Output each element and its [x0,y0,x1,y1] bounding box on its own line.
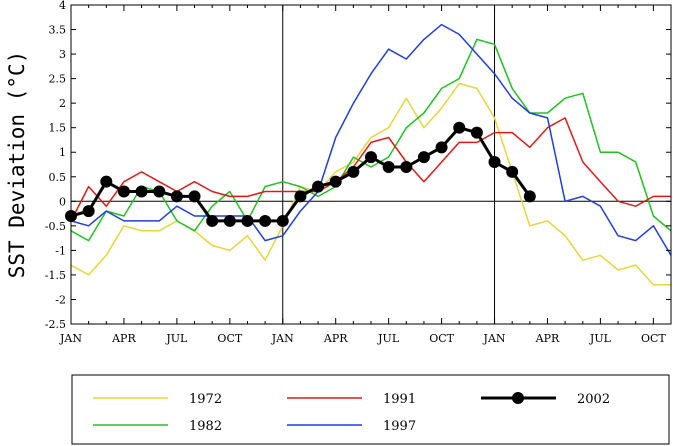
series-2002-point [365,151,377,164]
series-2002-point [329,175,342,188]
series-2002-point [523,190,536,203]
series-2002-point [506,165,519,178]
x-tick-label: APR [535,332,560,345]
series-2002-point [135,185,148,198]
x-tick-label: JAN [483,332,506,345]
y-tick-label: 1.5 [49,122,67,135]
legend-entry-1991: 1991 [287,392,416,407]
y-tick-label: -0.5 [45,220,66,233]
series-2002-point [82,205,95,218]
series-line-1982 [70,38,672,242]
y-tick-label: 0.5 [49,171,67,184]
legend-entry-1997: 1997 [287,419,416,434]
y-tick-label: -1.5 [45,269,66,282]
x-tick-label: JUL [165,332,188,345]
legend: 1972 1991 2002 1982 1997 [93,392,610,434]
series-2002-point [294,190,307,203]
series-2002-point [206,214,219,227]
gridlines [71,5,671,324]
series-2002-point [259,214,272,227]
legend-entry-1982: 1982 [93,419,222,434]
series-2002-point [488,156,501,169]
series-2002-point [188,190,201,203]
x-tick-label: OCT [641,332,666,345]
y-tick-label: 0 [59,195,66,208]
plot-area-frame [70,4,672,325]
legend-label: 1991 [383,392,416,407]
y-tick-label: 2.5 [49,73,67,86]
series-2002-point [453,121,466,134]
series-lines [65,23,672,286]
legend-label: 1972 [189,392,222,407]
legend-label: 1997 [383,419,416,434]
legend-label: 1982 [189,419,222,434]
series-2002-point [241,214,254,227]
series-2002-point [312,180,325,193]
legend-box [71,374,670,445]
series-2002-point [417,151,430,164]
y-tick-label: -2.5 [45,318,66,331]
series-2002-point [170,190,183,203]
legend-entry-1972: 1972 [93,392,222,407]
legend-label: 2002 [577,392,610,407]
y-tick-label: 2 [59,97,66,110]
series-2002-point [117,185,130,198]
series-2002-point [347,165,360,178]
series-2002-point [382,160,395,173]
x-tick-label: JAN [59,332,82,345]
y-tick-label: -1 [55,244,66,257]
x-tick-label: JAN [271,332,294,345]
y-tick-label: 3.5 [49,24,67,37]
series-2002-point [100,175,113,188]
series-line-1997 [70,23,672,256]
y-tick-label: 1 [59,146,66,159]
x-tick-label: OCT [429,332,454,345]
x-axis-ticks: JAN APR JUL OCT JAN APR JUL OCT JAN APR JUL OCT [59,5,672,345]
y-axis-ticks: -2.5 -2 -1.5 -1 -0.5 0 0.5 1 1.5 2 2.5 3 3.5 4 [45,0,671,331]
series-2002-point [153,185,166,198]
x-tick-label: JUL [589,332,612,345]
series-2002-point [470,126,483,139]
series-line-1991 [70,117,671,222]
y-axis-label: SST Deviation (°C) [5,51,29,279]
legend-marker [512,392,524,404]
legend-entry-2002: 2002 [481,392,610,407]
x-tick-label: APR [111,332,136,345]
x-tick-label: JUL [377,332,400,345]
y-tick-label: 3 [59,48,66,61]
series-2002-point [223,214,236,227]
series-2002-point [276,214,289,227]
x-tick-label: APR [323,332,348,345]
x-tick-label: OCT [217,332,242,345]
y-tick-label: 4 [59,0,66,12]
series-2002-point [435,141,448,154]
series-line-1972 [70,82,671,286]
y-tick-label: -2 [55,293,66,306]
series-2002-point [400,160,413,173]
